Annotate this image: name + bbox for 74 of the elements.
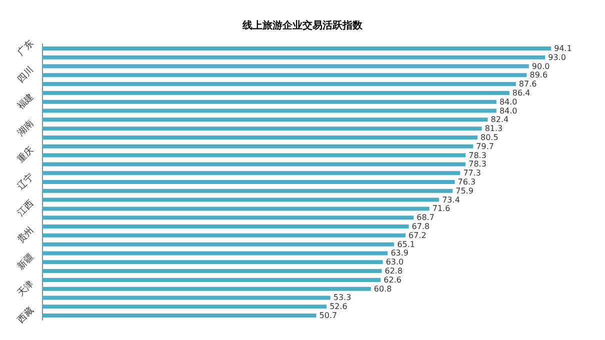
data-label: 80.5: [480, 132, 498, 142]
data-label: 50.7: [319, 311, 338, 320]
data-label: 63.0: [386, 258, 404, 267]
bar: [42, 314, 316, 318]
bar: [42, 126, 482, 131]
y-tick-label: 湖南: [15, 118, 36, 138]
y-tick-label: 新疆: [15, 252, 36, 272]
data-label: 78.3: [468, 150, 486, 160]
data-label: 67.2: [408, 230, 426, 240]
bar: [42, 144, 474, 148]
bar: [42, 198, 440, 202]
bar: [42, 216, 414, 220]
data-label: 87.6: [518, 80, 537, 89]
data-label: 94.1: [554, 44, 572, 53]
bar: [42, 100, 496, 104]
data-label: 65.1: [397, 240, 416, 249]
y-tick-label: 西藏: [15, 304, 36, 326]
data-label: 52.6: [330, 302, 348, 312]
data-label: 60.8: [374, 284, 392, 294]
y-tick-label: 广东: [15, 38, 36, 58]
data-label: 84.0: [499, 106, 518, 116]
data-label: 67.8: [412, 222, 430, 232]
data-label: 89.6: [530, 70, 548, 80]
data-label: 71.6: [432, 204, 450, 214]
y-tick-label: 四川: [15, 64, 36, 86]
bar: [42, 206, 430, 211]
data-label: 62.6: [384, 275, 402, 284]
data-label: 79.7: [476, 142, 494, 151]
chart-title: 线上旅游企业交易活跃指数: [242, 20, 364, 32]
bar: [42, 242, 394, 246]
data-label: 84.0: [499, 97, 518, 106]
bar: [42, 260, 383, 264]
bar: [42, 304, 327, 309]
data-label: 77.3: [463, 168, 482, 178]
bar: [42, 296, 330, 300]
bar: [42, 171, 460, 176]
bar: [42, 278, 381, 282]
bar: [42, 286, 371, 291]
bar: [42, 64, 529, 68]
bar: [42, 82, 516, 86]
bar: [42, 224, 409, 229]
data-label: 62.8: [384, 266, 403, 276]
data-label: 68.7: [416, 213, 434, 222]
bar: [42, 251, 388, 256]
bar: [42, 188, 453, 193]
data-label: 53.3: [333, 293, 352, 302]
y-tick-label: 重庆: [15, 144, 36, 166]
data-label: 90.0: [532, 62, 550, 71]
y-tick-label: 福建: [15, 91, 36, 112]
data-label: 78.3: [468, 160, 486, 169]
bar: [42, 108, 496, 113]
bar: [42, 46, 552, 50]
data-label: 81.3: [484, 124, 503, 134]
y-tick-label: 天津: [15, 278, 36, 299]
bar: [42, 135, 478, 140]
data-label: 75.9: [456, 186, 474, 196]
data-label: 82.4: [490, 115, 509, 124]
data-label: 73.4: [442, 195, 460, 204]
bar: [42, 162, 466, 166]
data-label: 86.4: [512, 88, 530, 98]
bar: [42, 73, 527, 78]
y-tick-label: 贵州: [15, 224, 36, 246]
bar: [42, 180, 455, 184]
bar: [42, 55, 546, 60]
bar: [42, 153, 466, 158]
y-tick-label: 辽宁: [15, 171, 36, 192]
data-label: 93.0: [548, 52, 566, 62]
data-label: 76.3: [458, 178, 476, 186]
data-label: 63.9: [390, 248, 409, 258]
y-tick-label: 江西: [15, 198, 36, 219]
bar: [42, 90, 510, 95]
bar: [42, 233, 406, 238]
bar: [42, 269, 382, 274]
bar: [42, 118, 488, 122]
